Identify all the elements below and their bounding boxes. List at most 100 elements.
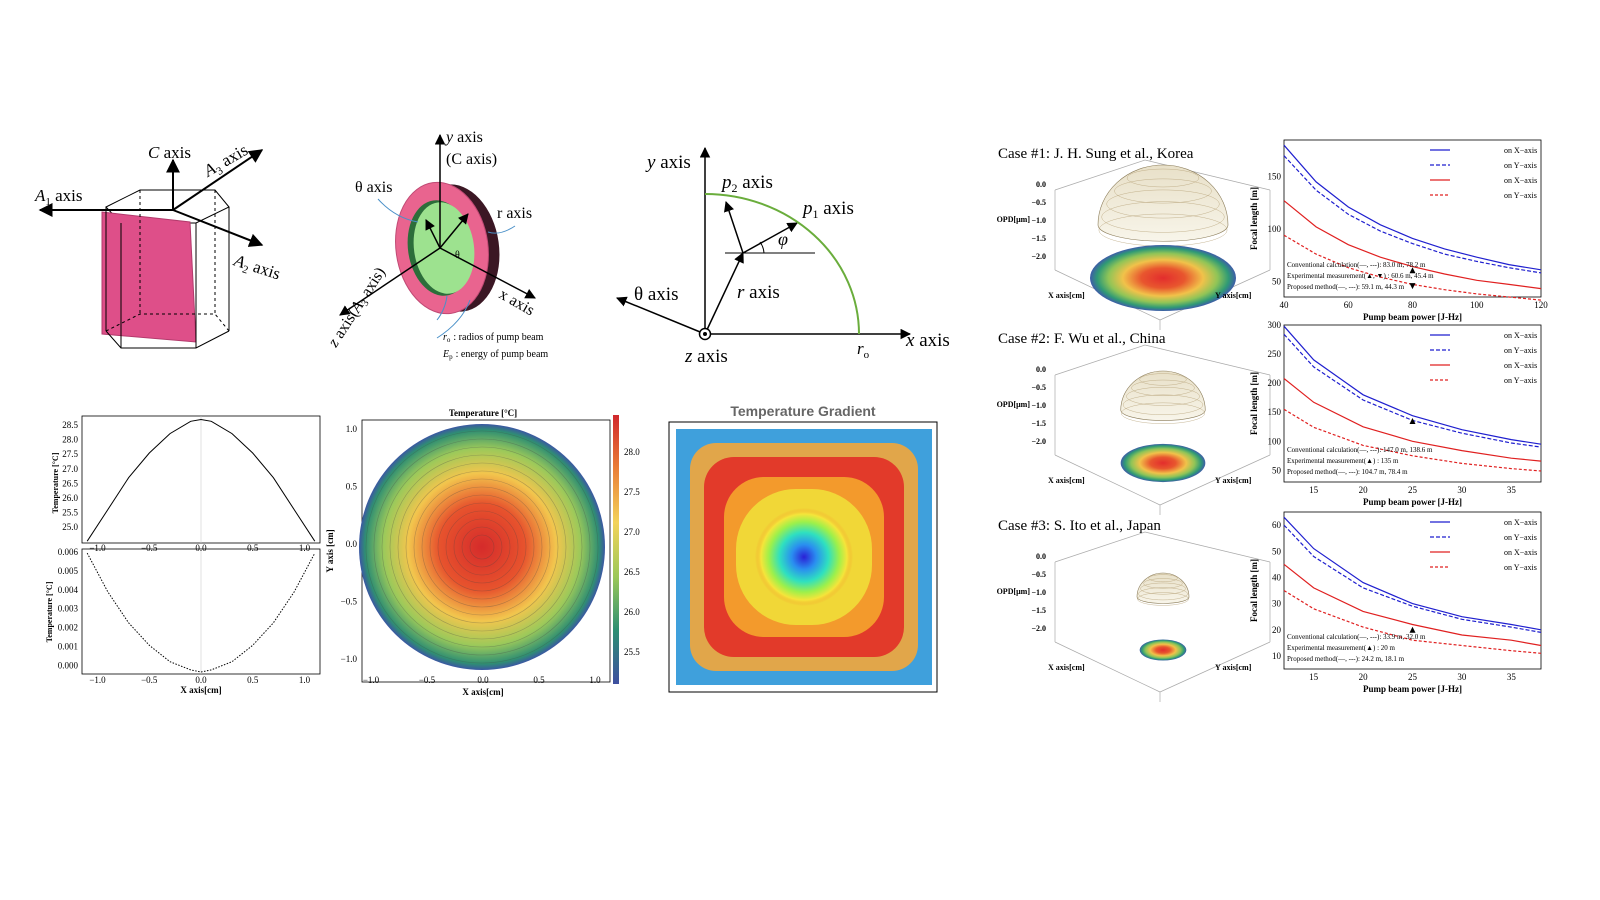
opd-heat-disk [1090, 245, 1236, 311]
disk-theta-small: θ [455, 250, 460, 261]
polar-ro-label: ro [857, 339, 870, 361]
focal-ylabel: Focal length [m] [1249, 559, 1259, 622]
x-tick-label: 25 [1408, 672, 1418, 682]
disk-diagram: y axis (C axis) θ axis r axis x axis z a… [325, 129, 549, 361]
x-tick-label: 30 [1457, 672, 1467, 682]
y-tick-label: 0.003 [58, 604, 79, 614]
legend-entry: on Y−axis [1504, 376, 1537, 385]
x-tick-label: 0.5 [247, 543, 259, 553]
method-note: Conventional calculation(—, ---): 83.0 m… [1287, 261, 1426, 269]
focal-series-line [1283, 144, 1542, 271]
a1-axis-label: A1 axis [34, 186, 83, 208]
opd-tick-label: −1.5 [1031, 419, 1046, 428]
x-tick-label: 1.0 [299, 543, 311, 553]
x-tick-label: 120 [1534, 300, 1548, 310]
y-tick-label: 27.0 [62, 464, 78, 474]
colorbar-tick-label: 28.0 [624, 447, 640, 457]
y-tick-label: −0.5 [341, 597, 358, 607]
colorbar-tick-label: 26.0 [624, 607, 640, 617]
opd-label: OPD[μm] [997, 587, 1031, 596]
x-tick-label: 15 [1309, 672, 1319, 682]
y-tick-label: 28.5 [62, 420, 78, 430]
y-tick-label: 150 [1268, 172, 1282, 182]
x-tick-label: 20 [1359, 672, 1369, 682]
x-tick-label: −1.0 [89, 675, 106, 685]
opd-tick-label: −2.0 [1031, 252, 1046, 261]
y-tick-label: 25.5 [62, 508, 78, 518]
y-tick-label: 0.002 [58, 623, 78, 633]
temp-bottom-ylabel: Temperature [°C] [45, 581, 54, 642]
opd-tick-label: 0.0 [1036, 180, 1046, 189]
case-title: Case #1: J. H. Sung et al., Korea [998, 146, 1194, 162]
method-note: Proposed method(—, ---): 104.7 m, 78.4 m [1287, 468, 1408, 476]
method-note: Conventional calculation(—, ---): 147.0 … [1287, 446, 1433, 454]
focal-series-line [1283, 524, 1542, 633]
a2-axis-label: A2 axis [230, 250, 283, 286]
x-tick-label: 20 [1359, 485, 1369, 495]
legend-entry: on X−axis [1504, 176, 1537, 185]
polar-r-axis-label: r axis [737, 282, 780, 303]
temperature-line-charts: 28.5 28.0 27.5 27.0 26.5 26.0 25.5 25.0 0.006 0.… [45, 415, 321, 695]
legend-entry: on Y−axis [1504, 191, 1537, 200]
y-tick-label: 50 [1272, 546, 1282, 556]
x-tick-label: 80 [1408, 300, 1418, 310]
x-axis-label: X axis[cm] [1048, 663, 1085, 672]
colorbar-tick-label: 27.5 [624, 487, 640, 497]
focal-series-line [1283, 155, 1542, 274]
case-block: Case #2: F. Wu et al., China 0.0 −0.5 −1.0 −… [997, 320, 1542, 515]
opd-tick-label: −1.0 [1031, 588, 1046, 597]
y-tick-label: 0.000 [58, 660, 79, 670]
opd-tick-label: −0.5 [1031, 570, 1046, 579]
legend-entry: on X−axis [1504, 146, 1537, 155]
disk-r-axis-label: r axis [497, 205, 532, 222]
method-note: Experimental measurement(▲, ▼) : 60.6 m,… [1287, 272, 1434, 280]
y-axis-label: Y axis[cm] [1215, 663, 1252, 672]
measurement-marker [1409, 283, 1416, 290]
x-tick-label: 0.0 [477, 675, 489, 685]
focal-series-line [1283, 325, 1542, 445]
measurement-marker [1409, 417, 1416, 424]
method-note: Experimental measurement(▲) : 135 m [1287, 457, 1399, 465]
polar-p1-axis-label: p1 axis [801, 198, 854, 221]
x-tick-label: 0.0 [195, 675, 207, 685]
y-tick-label: 0.001 [58, 642, 78, 652]
y-tick-label: 0.5 [346, 482, 358, 492]
gradient-title: Temperature Gradient [730, 403, 876, 419]
legend-ro: ro: radios of pump beam [443, 332, 544, 344]
x-axis-label: X axis[cm] [1048, 291, 1085, 300]
case-block: Case #1: J. H. Sung et al., Korea 0.0 −0.5… [997, 139, 1548, 330]
focal-series-line [1283, 408, 1542, 472]
legend-entry: on Y−axis [1504, 161, 1537, 170]
case-title: Case #2: F. Wu et al., China [998, 331, 1166, 347]
method-note: Proposed method(—, ---): 24.2 m, 18.1 m [1287, 655, 1405, 663]
legend-entry: on X−axis [1504, 518, 1537, 527]
focal-xlabel: Pump beam power [J-Hz] [1363, 497, 1462, 507]
temp-map-ylabel: Y axis [cm] [325, 529, 335, 572]
x-tick-label: 40 [1280, 300, 1290, 310]
x-tick-label: −1.0 [89, 543, 106, 553]
y-tick-label: 0.006 [58, 547, 79, 557]
x-tick-label: 25 [1408, 485, 1418, 495]
x-tick-label: 35 [1507, 672, 1517, 682]
case-title: Case #3: S. Ito et al., Japan [998, 518, 1161, 534]
colorbar-tick-label: 25.5 [624, 647, 640, 657]
opd-tick-label: −1.5 [1031, 234, 1046, 243]
x-tick-label: −0.5 [141, 543, 158, 553]
focal-ylabel: Focal length [m] [1249, 187, 1259, 250]
opd-tick-label: 0.0 [1036, 552, 1046, 561]
disk-z-axis-label: z axis(A3 axis) [325, 264, 391, 352]
focal-series-line [1283, 200, 1542, 290]
x-tick-label: −1.0 [363, 675, 380, 685]
y-tick-label: 60 [1272, 520, 1282, 530]
y-tick-label: 150 [1268, 407, 1282, 417]
disk-c-axis-note: (C axis) [446, 151, 497, 168]
y-tick-label: 28.0 [62, 435, 78, 445]
y-tick-label: 25.0 [62, 522, 78, 532]
focal-series-line [1283, 563, 1542, 647]
focal-series-line [1283, 234, 1542, 301]
opd-tick-label: −2.0 [1031, 437, 1046, 446]
opd-tick-label: −0.5 [1031, 383, 1046, 392]
y-tick-label: 200 [1268, 378, 1282, 388]
x-tick-label: −0.5 [419, 675, 436, 685]
opd-tick-label: −0.5 [1031, 198, 1046, 207]
